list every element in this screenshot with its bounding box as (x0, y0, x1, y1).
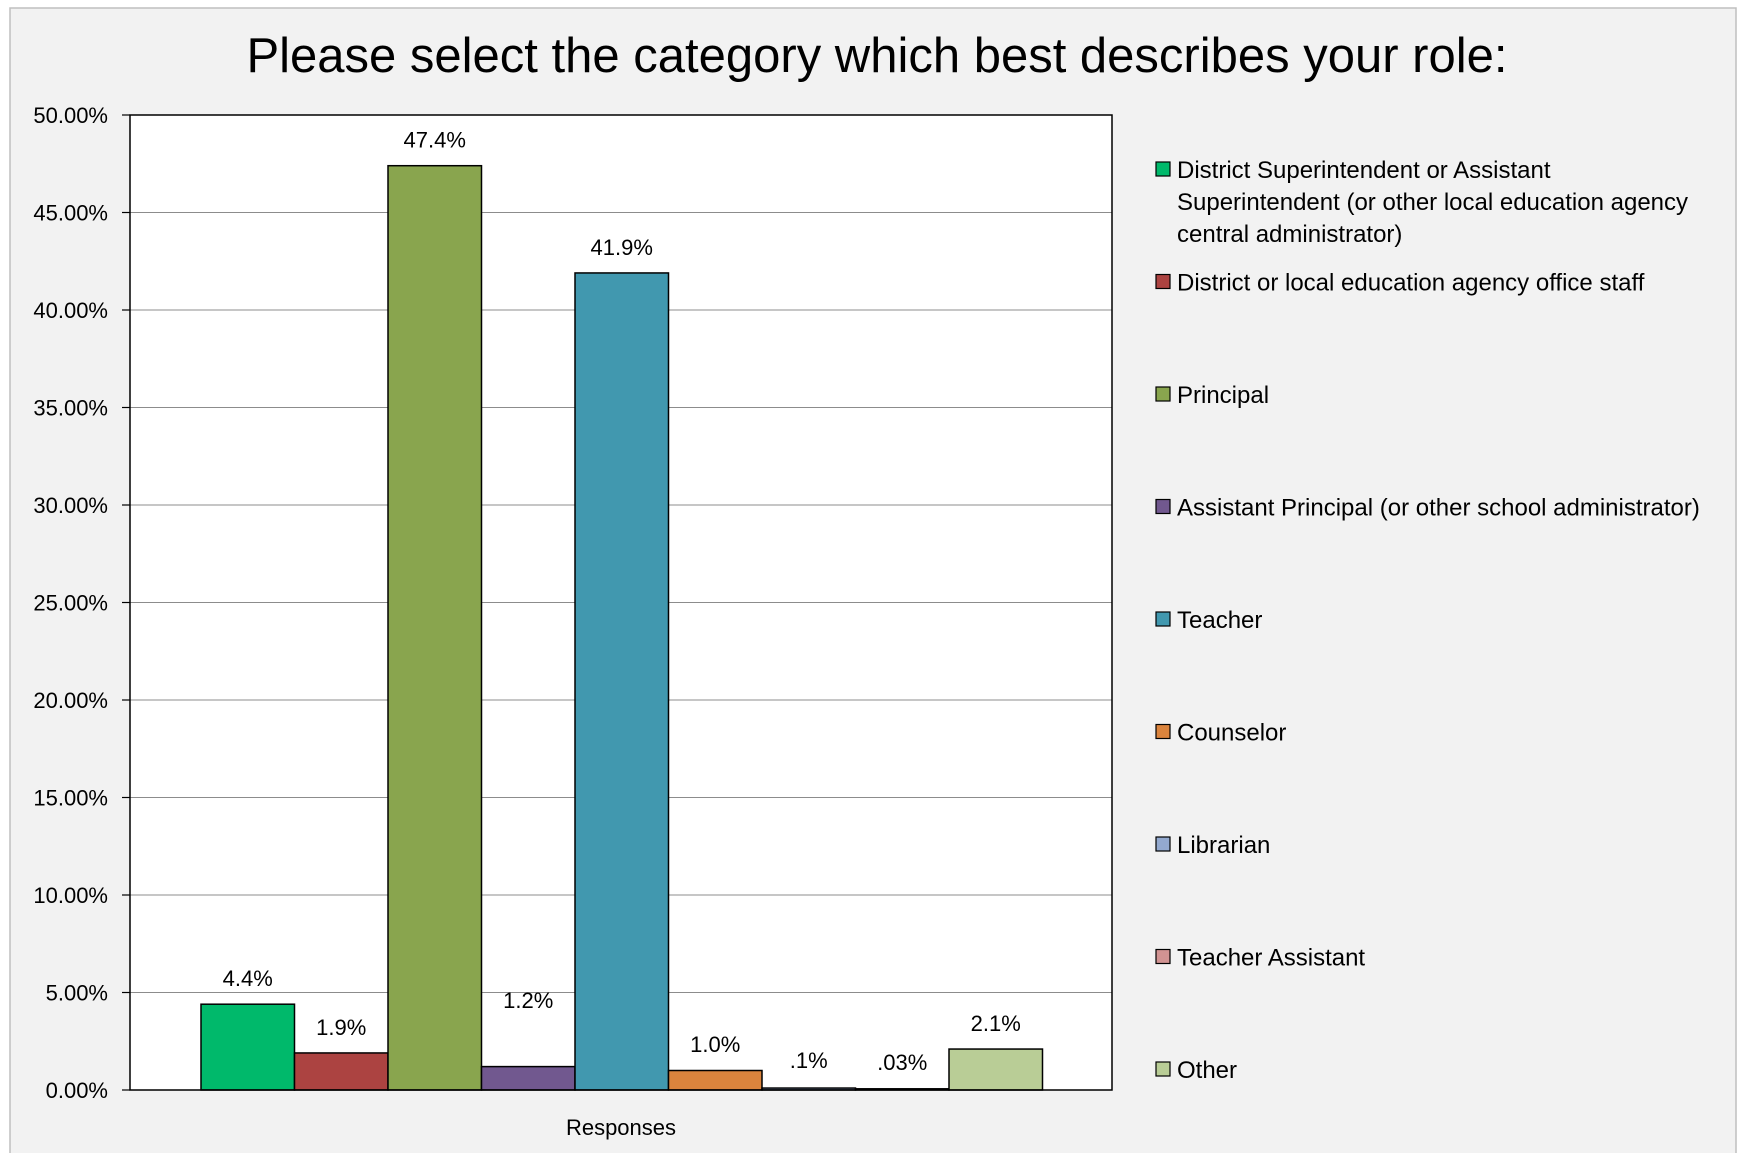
legend-item-label: Librarian (1177, 832, 1270, 859)
x-category-label: Responses (566, 1115, 676, 1140)
y-tick-label: 30.00% (33, 493, 108, 518)
bar-5 (574, 272, 670, 1091)
bar-4 (480, 1065, 576, 1091)
bar-3 (387, 164, 483, 1091)
legend-swatch (1155, 161, 1171, 177)
legend: District Superintendent or Assistant Supe… (1155, 157, 1700, 1084)
legend-item-label: Other (1177, 1057, 1237, 1084)
legend-item-label: central administrator) (1177, 221, 1402, 248)
data-label: 1.9% (316, 1015, 366, 1040)
legend-item-label: District or local education agency offic… (1177, 270, 1645, 297)
legend-item-label: Teacher (1177, 607, 1262, 634)
bar-2 (293, 1052, 389, 1091)
legend-swatch (1155, 611, 1171, 627)
legend-item-label: Teacher Assistant (1177, 945, 1365, 972)
legend-swatch (1155, 386, 1171, 402)
y-tick-label: 20.00% (33, 688, 108, 713)
legend-swatch (1155, 1061, 1171, 1077)
bar-6 (667, 1069, 763, 1091)
data-label: 47.4% (404, 128, 466, 153)
chart-title: Please select the category which best de… (246, 29, 1507, 83)
data-label: 41.9% (591, 235, 653, 260)
y-tick-label: 10.00% (33, 883, 108, 908)
legend-item-label: Principal (1177, 382, 1269, 409)
y-tick-label: 50.00% (33, 103, 108, 128)
data-label: 1.0% (690, 1032, 740, 1057)
y-tick-label: 40.00% (33, 298, 108, 323)
y-tick-label: 45.00% (33, 201, 108, 226)
plot-border (129, 114, 1113, 1091)
data-label: 4.4% (223, 966, 273, 991)
y-axis-ticks: 0.00% 5.00% 10.00% 15.00% 20.00% 25.00% 30.00%… (33, 103, 130, 1103)
legend-item-label: District Superintendent or Assistant (1177, 157, 1551, 184)
legend-swatch (1155, 273, 1171, 290)
data-labels: 4.4% 1.9% 47.4% 1.2% 41.9% 1.0% .1% .03% 2.1% (223, 128, 1021, 1075)
bars (200, 164, 1044, 1091)
y-tick-label: 15.00% (33, 786, 108, 811)
legend-item-label: Assistant Principal (or other school adm… (1177, 495, 1700, 522)
data-label: 2.1% (971, 1011, 1021, 1036)
y-tick-label: 35.00% (33, 396, 108, 421)
legend-swatch (1155, 948, 1171, 965)
data-label: .03% (877, 1050, 927, 1075)
legend-swatch (1155, 723, 1171, 740)
data-label: .1% (790, 1048, 828, 1073)
legend-swatch (1155, 498, 1171, 515)
y-tick-label: 5.00% (46, 981, 108, 1006)
legend-swatch (1155, 836, 1171, 852)
legend-item-label: Counselor (1177, 720, 1286, 747)
data-label: 1.2% (503, 988, 553, 1013)
legend-item-label: Superintendent (or other local education… (1177, 189, 1688, 216)
bar-1 (200, 1003, 296, 1091)
y-tick-label: 0.00% (46, 1078, 108, 1103)
y-tick-label: 25.00% (33, 591, 108, 616)
bar-9 (948, 1048, 1044, 1091)
